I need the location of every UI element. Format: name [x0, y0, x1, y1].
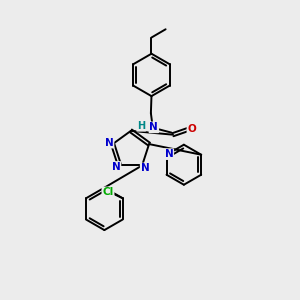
Text: Cl: Cl [102, 188, 114, 197]
Text: H: H [137, 121, 145, 131]
Text: O: O [188, 124, 196, 134]
Text: N: N [105, 138, 113, 148]
Text: N: N [164, 149, 173, 159]
Text: N: N [149, 122, 158, 132]
Text: N: N [141, 164, 149, 173]
Text: N: N [112, 162, 121, 172]
